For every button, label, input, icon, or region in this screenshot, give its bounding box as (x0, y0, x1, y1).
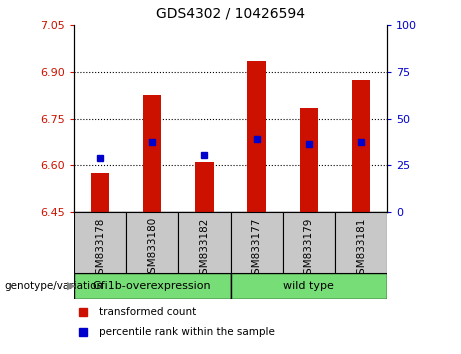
Bar (195, 162, 213, 212)
Text: GSM833177: GSM833177 (252, 217, 262, 281)
Text: wild type: wild type (284, 281, 334, 291)
Bar (74, 273, 230, 299)
Bar (230, 212, 283, 273)
Text: percentile rank within the sample: percentile rank within the sample (99, 327, 275, 337)
Text: GSM833178: GSM833178 (95, 217, 105, 281)
Bar (283, 212, 335, 273)
Bar (300, 108, 318, 212)
Bar (230, 273, 387, 299)
Bar (352, 80, 370, 212)
Text: genotype/variation: genotype/variation (5, 281, 104, 291)
Text: GSM833182: GSM833182 (199, 217, 209, 281)
Text: Gfi1b-overexpression: Gfi1b-overexpression (93, 281, 212, 291)
Text: ▶: ▶ (67, 281, 75, 291)
Text: transformed count: transformed count (99, 307, 196, 317)
Text: GSM833180: GSM833180 (147, 217, 157, 280)
Bar (248, 61, 266, 212)
Bar (126, 212, 178, 273)
Bar (74, 212, 126, 273)
Text: GSM833179: GSM833179 (304, 217, 314, 281)
Bar (335, 212, 387, 273)
Bar (143, 95, 161, 212)
Text: GSM833181: GSM833181 (356, 217, 366, 281)
Bar (178, 212, 230, 273)
Title: GDS4302 / 10426594: GDS4302 / 10426594 (156, 7, 305, 21)
Bar (91, 173, 109, 212)
